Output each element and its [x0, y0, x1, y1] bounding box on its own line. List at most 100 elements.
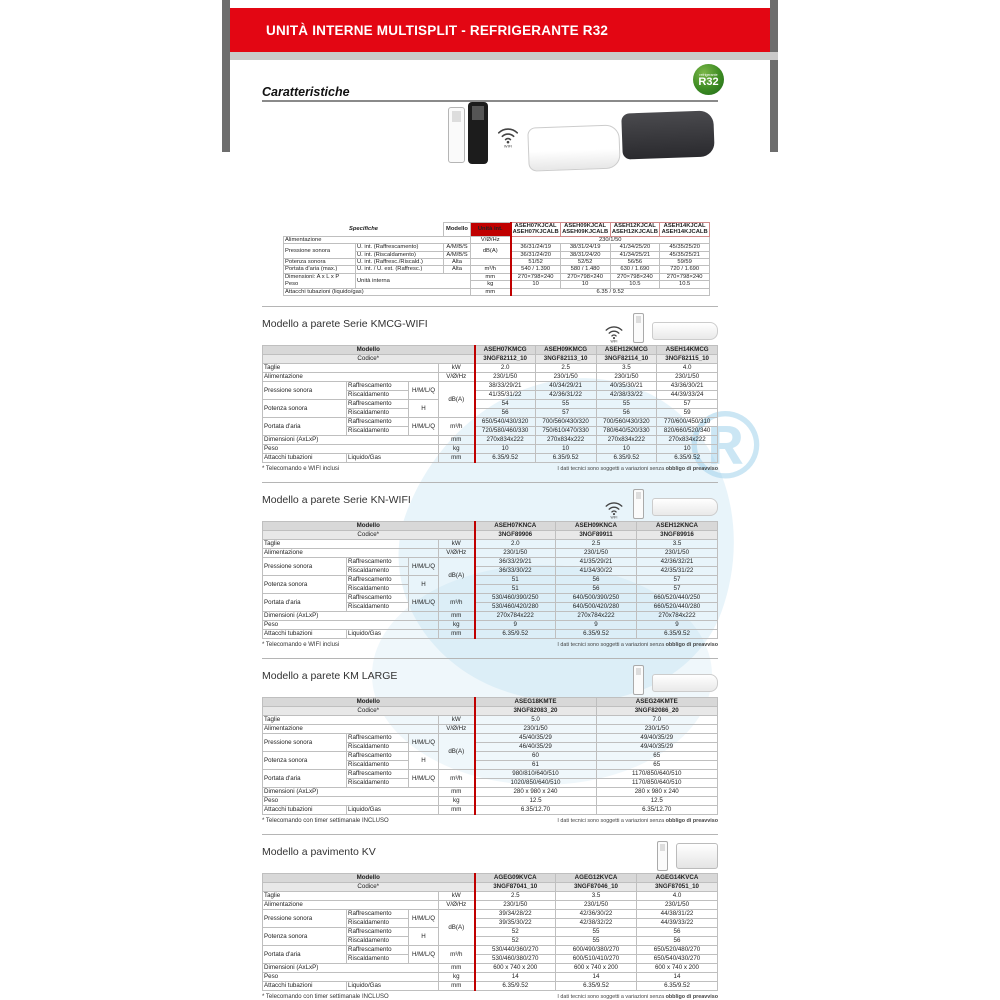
table-cell: Riscaldamento	[346, 760, 409, 771]
row-label: Attacchi tubazioni (liquido/gas)	[283, 287, 471, 297]
value-cell: 59/59	[659, 258, 710, 267]
value-cell: 52	[473, 927, 556, 938]
row-label: Alimentazione	[283, 235, 471, 245]
value-cell: 6.35/9.52	[636, 629, 718, 640]
value-cell: 230/1/50	[555, 900, 637, 911]
value-cell: 51	[473, 584, 556, 595]
table-cell: Liquido/Gas	[346, 629, 439, 640]
table-cell: dB(A)	[438, 557, 475, 595]
value-cell: 270×798×240	[559, 272, 611, 282]
page-title: UNITÀ INTERNE MULTISPLIT - REFRIGERANTE …	[266, 22, 609, 38]
table-cell: H/M/L/Q	[408, 593, 439, 613]
table-cell: H/M/L/Q	[408, 381, 439, 401]
row-label: Pressione sonora	[283, 243, 356, 260]
section-1: Modello a parete Serie KN-WIFI WIFI Mode…	[262, 482, 718, 648]
row-label: Potenza sonora	[262, 751, 347, 771]
codice-value: 3NGF82114_10	[595, 354, 658, 365]
table-footnotes: * Telecomando con timer settimanale INCL…	[262, 818, 718, 824]
value-cell: 10.5	[609, 280, 661, 289]
table-cell: V/Ø/Hz	[438, 372, 475, 383]
value-cell: 56	[595, 408, 658, 419]
value-cell: 40/34/29/21	[534, 381, 597, 392]
value-cell: 6.35/9.52	[473, 453, 536, 464]
value-cell: 270x834x222	[534, 435, 597, 446]
table-cell: Raffrescamento	[346, 593, 409, 604]
remote-control-image	[633, 665, 644, 696]
value-cell: 6.35/9.52	[534, 453, 597, 464]
model-name: ASEH12KMCG	[595, 345, 658, 356]
value-cell: 43/36/30/21	[656, 381, 718, 392]
table-cell: mm	[470, 272, 511, 282]
row-label: Taglie	[262, 715, 439, 726]
wall-unit-image	[652, 674, 718, 693]
table-cell: H	[408, 575, 439, 595]
row-label: Dimensioni (AxLxP)	[262, 611, 439, 622]
row-label: Portata d'aria	[262, 417, 347, 437]
value-cell: 3.5	[595, 363, 658, 374]
value-cell: 56	[636, 936, 718, 947]
value-cell: 57	[636, 584, 718, 595]
section-images	[633, 661, 718, 696]
value-cell: 780/640/520/330	[595, 426, 658, 437]
modello-header: Modello	[262, 521, 475, 532]
value-cell: 55	[534, 399, 597, 410]
row-label: Potenza sonora	[262, 575, 347, 595]
spec-title: Specifiche	[283, 222, 444, 237]
value-cell: 630 / 1.690	[609, 265, 661, 274]
table-cell: V/Ø/Hz	[438, 548, 475, 559]
value-cell: 9	[636, 620, 718, 631]
tech-note: I dati tecnici sono soggetti a variazion…	[557, 642, 718, 649]
section-table: Modello ASEH07KNCA ASEH09KNCA ASEH12KNCA Cod…	[262, 521, 718, 640]
section-title: Modello a parete Serie KN-WIFI	[262, 494, 411, 507]
svg-text:WIFI: WIFI	[611, 516, 618, 520]
value-cell: 60	[473, 751, 597, 762]
table-cell: A/M/B/S	[443, 243, 471, 252]
row-label: Potenza sonora	[262, 399, 347, 419]
value-cell: 750/610/470/330	[534, 426, 597, 437]
section-separator	[262, 834, 718, 836]
codice-value: 3NGF82083_20	[473, 706, 597, 717]
value-cell: 230/1/50	[473, 900, 556, 911]
section-separator	[262, 658, 718, 660]
value-cell: 41/34/30/22	[555, 566, 637, 577]
table-cell: H/M/L/Q	[408, 557, 439, 577]
value-cell: 6.35/9.52	[473, 629, 556, 640]
table-cell: mm	[438, 435, 475, 446]
value-cell: 55	[555, 936, 637, 947]
table-cell: dB(A)	[438, 909, 475, 947]
row-label: Portata d'aria	[262, 593, 347, 613]
table-cell: H/M/L/Q	[408, 909, 439, 929]
value-cell: 1170/850/640/510	[595, 778, 718, 789]
codice-value: 3NGF82086_20	[595, 706, 718, 717]
value-cell: 1020/850/640/510	[473, 778, 597, 789]
table-cell	[470, 258, 511, 267]
value-cell: 10	[473, 444, 536, 455]
value-cell: 6.35 / 9.52	[509, 287, 710, 297]
table-cell: kg	[438, 620, 475, 631]
value-cell: 12.5	[595, 796, 718, 807]
codice-value: 3NGF87046_10	[555, 882, 637, 893]
value-cell: 270x834x222	[656, 435, 718, 446]
value-cell: 56/56	[609, 258, 661, 267]
value-cell: 600 x 740 x 200	[473, 963, 556, 974]
value-cell: 59	[656, 408, 718, 419]
value-cell: 6.35/9.52	[555, 981, 637, 992]
table-cell: V/Ø/Hz	[438, 724, 475, 735]
row-label: Alimentazione	[262, 724, 439, 735]
value-cell: 44/39/33/24	[656, 390, 718, 401]
table-cell: U. int. / U. est. (Raffresc.)	[355, 265, 444, 274]
value-cell: 10	[534, 444, 597, 455]
row-label: Pressione sonora	[262, 381, 347, 401]
table-cell: Riscaldamento	[346, 954, 409, 965]
value-cell: 56	[473, 408, 536, 419]
section-table: Modello AGEG09KVCA AGEG12KVCA AGEG14KVCA Cod…	[262, 873, 718, 992]
codice-header: Codice*	[262, 354, 475, 365]
value-cell: 2.5	[555, 539, 637, 550]
table-cell: Liquido/Gas	[346, 805, 439, 816]
value-cell: 51	[473, 575, 556, 586]
row-label: Dimensioni (AxLxP)	[262, 963, 439, 974]
value-cell: 10	[509, 280, 561, 289]
codice-header: Codice*	[262, 882, 475, 893]
value-cell: 57	[636, 575, 718, 586]
row-label: Potenza sonora	[283, 258, 356, 267]
